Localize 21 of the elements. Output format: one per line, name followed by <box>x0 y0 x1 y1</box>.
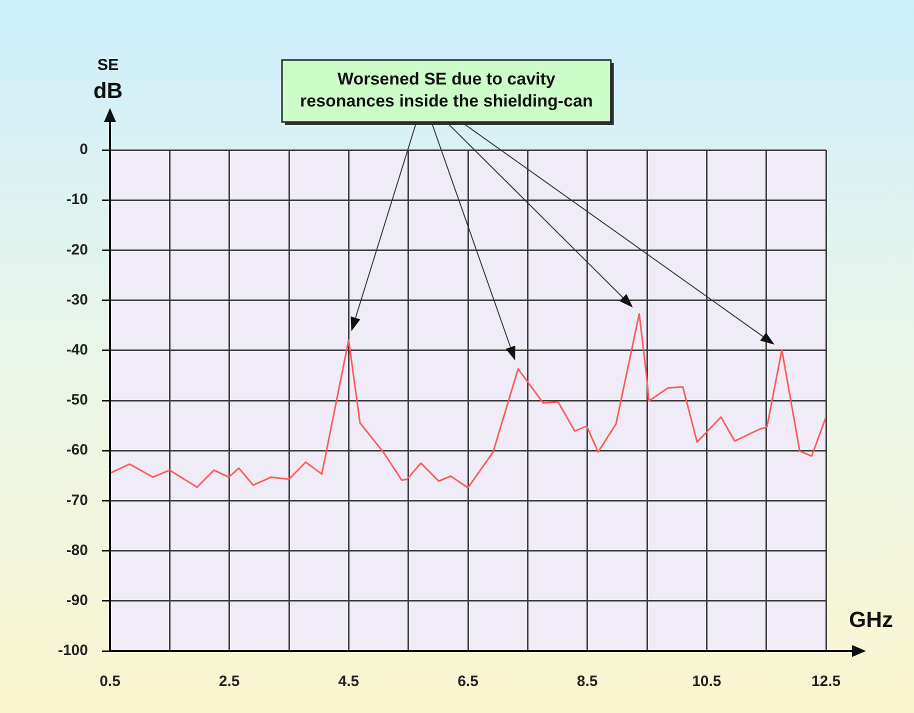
x-axis-title: GHz <box>849 607 893 632</box>
y-tick-label: -100 <box>58 642 88 660</box>
y-tick-label: -10 <box>66 191 88 208</box>
y-tick-label: -20 <box>66 241 88 258</box>
y-axis-title: SE dB <box>93 57 123 103</box>
y-tick-label: -40 <box>66 342 88 359</box>
x-tick-label: 6.5 <box>458 673 478 690</box>
x-tick-label: 12.5 <box>811 673 841 690</box>
y-tick-label: 0 <box>80 141 88 158</box>
x-tick-label: 4.5 <box>338 673 360 690</box>
x-tick-label: 10.5 <box>692 673 722 690</box>
y-tick-label: -70 <box>66 492 88 509</box>
x-tick-label: 0.5 <box>100 673 120 690</box>
x-tick-label: 2.5 <box>218 673 240 690</box>
y-tick-label: -50 <box>66 392 88 409</box>
y-tick-label: -60 <box>66 442 88 459</box>
y-tick-label: -90 <box>66 592 88 610</box>
x-tick-label: 8.5 <box>576 673 598 690</box>
text: Worsened SE due to cavity resonances inside the shielding-can <box>300 70 593 111</box>
y-tick-label: -80 <box>66 542 88 559</box>
y-tick-label: -30 <box>66 291 88 308</box>
